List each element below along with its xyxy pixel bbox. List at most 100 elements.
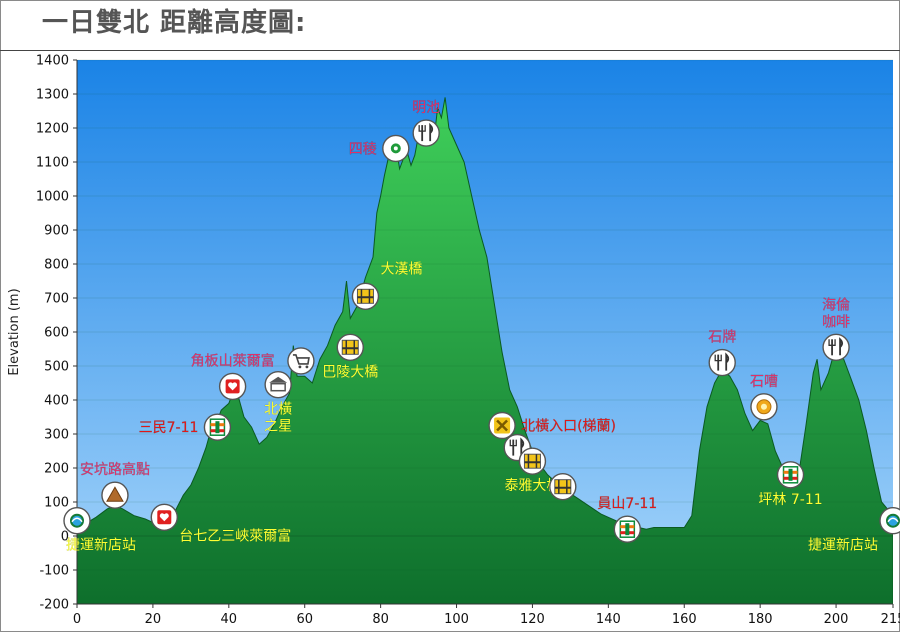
waypoint-marker[interactable]: [150, 503, 178, 531]
waypoint-marker[interactable]: [518, 447, 547, 475]
sun-core: [760, 403, 767, 410]
y-tick-label: 600: [44, 326, 69, 341]
y-tick-label: 1400: [36, 54, 69, 69]
waypoint-label: 員山7-11: [597, 496, 657, 512]
waypoint-marker[interactable]: [708, 348, 736, 377]
y-tick-label: 300: [44, 428, 69, 443]
waypoint-label-line: 員山7-11: [597, 496, 657, 512]
waypoint-marker[interactable]: [776, 461, 805, 489]
waypoint-label-line: 泰雅大橋: [504, 478, 560, 494]
store-seven: [788, 468, 793, 481]
waypoint-marker[interactable]: [351, 282, 380, 310]
waypoint-marker[interactable]: [412, 119, 440, 147]
waypoint-marker[interactable]: [218, 372, 247, 401]
waypoint-label: 角板山萊爾富: [191, 352, 275, 369]
waypoint-label: 巴陵大橋: [322, 364, 378, 380]
waypoint-label: 石嘈: [750, 374, 778, 390]
x-tick-label: 40: [221, 612, 238, 627]
fork-tines: [509, 439, 517, 447]
waypoint-label-line: 巴陵大橋: [322, 364, 378, 380]
waypoint-marker[interactable]: [101, 481, 129, 509]
x-tick-label: 20: [145, 612, 162, 627]
title-divider: [0, 50, 900, 51]
x-tick-label: 215: [881, 612, 900, 627]
landmark-body: [270, 382, 286, 392]
store-seven: [215, 421, 220, 434]
waypoint-label-line: 台七乙三峽萊爾富: [179, 527, 291, 544]
waypoint-label: 捷運新店站: [66, 538, 136, 554]
waypoint-label: 台七乙三峽萊爾富: [179, 527, 291, 544]
y-tick-label: 0: [61, 530, 69, 545]
y-tick-label: 100: [44, 496, 69, 511]
waypoint-circle: [708, 348, 736, 377]
knife-blade: [520, 437, 525, 456]
x-tick-label: 160: [672, 612, 697, 627]
waypoint-label-line: 捷運新店站: [66, 538, 136, 554]
waypoint-circle: [822, 333, 850, 361]
waypoint-label-line: 大漢橋: [380, 261, 422, 277]
waypoint-marker[interactable]: [488, 411, 516, 440]
y-tick-label: -200: [39, 598, 69, 613]
dot-center: [393, 146, 398, 151]
waypoint-label: 明池: [412, 100, 440, 116]
y-tick-label: 1300: [36, 88, 69, 103]
waypoint-marker[interactable]: [63, 507, 91, 535]
bike-station-mark: [886, 513, 900, 528]
fork-tines: [714, 354, 722, 362]
bike-station-arc: [887, 517, 899, 523]
waypoint-marker[interactable]: [382, 134, 410, 163]
waypoint-circle: [412, 119, 440, 147]
y-tick-label: 700: [44, 292, 69, 307]
x-tick-label: 180: [748, 612, 773, 627]
waypoint-label-line: 三民7-11: [139, 420, 199, 436]
waypoint-circle: [287, 347, 315, 375]
waypoint-marker[interactable]: [549, 473, 577, 501]
y-tick-label: 800: [44, 258, 69, 273]
waypoint-label-line: 石牌: [708, 329, 736, 346]
waypoint-label-line: 捷運新店站: [808, 538, 878, 554]
waypoint-label-line: 北橫: [264, 402, 292, 418]
waypoint-marker[interactable]: [336, 333, 364, 361]
store-seven: [625, 523, 630, 536]
x-tick-label: 140: [596, 612, 621, 627]
y-tick-label: 1000: [36, 190, 69, 205]
knife-blade: [429, 122, 434, 142]
cart-wheel: [298, 365, 302, 369]
page-title: 一日雙北 距離高度圖:: [42, 8, 307, 38]
waypoint-label: 泰雅大橋: [504, 478, 560, 494]
waypoint-marker[interactable]: [750, 393, 778, 421]
waypoint-circle: [264, 371, 292, 399]
cart-wheel: [305, 365, 309, 369]
waypoint-marker[interactable]: [613, 515, 642, 543]
y-tick-label: 500: [44, 360, 69, 375]
waypoint-label-line: 北橫入口(梯蘭): [521, 419, 616, 435]
y-axis-label: Elevation (m): [7, 288, 22, 375]
landmark-roof: [269, 376, 288, 383]
waypoint-marker[interactable]: [264, 371, 292, 399]
waypoint-label-line: 坪林 7-11: [758, 492, 822, 508]
junction-cross: [496, 419, 508, 432]
y-tick-label: 900: [44, 224, 69, 239]
waypoint-label: 石牌: [708, 329, 736, 346]
waypoint-marker[interactable]: [287, 347, 315, 375]
waypoint-label-line: 四稜: [349, 141, 377, 157]
knife-blade: [839, 337, 843, 356]
waypoint-marker[interactable]: [203, 413, 232, 441]
y-tick-label: 1200: [36, 122, 69, 137]
waypoint-label-line: 咖啡: [822, 314, 850, 330]
waypoint-label-line: 海倫: [822, 297, 850, 313]
waypoint-label: 坪林 7-11: [758, 492, 822, 508]
waypoint-marker[interactable]: [879, 507, 900, 535]
x-tick-label: 200: [824, 612, 849, 627]
knife-blade: [725, 352, 730, 371]
cart-shape: [292, 354, 310, 365]
fork-tines: [828, 339, 836, 346]
bike-station-arc: [71, 517, 83, 523]
waypoint-label: 捷運新店站: [808, 538, 878, 554]
waypoint-marker[interactable]: [822, 333, 850, 361]
y-tick-label: 200: [44, 462, 69, 477]
fork-tines: [418, 125, 426, 132]
waypoint-label: 三民7-11: [139, 420, 199, 436]
y-tick-label: -100: [39, 564, 69, 579]
